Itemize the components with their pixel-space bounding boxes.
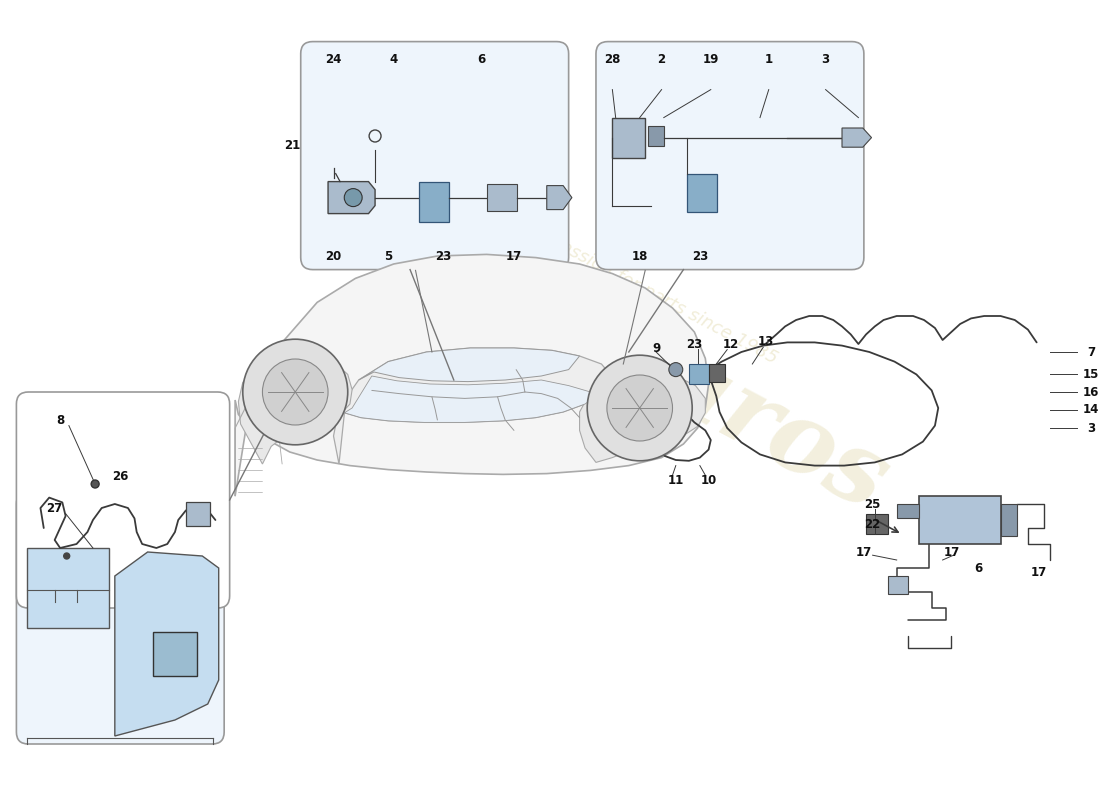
Text: 10: 10 [701, 474, 717, 486]
Text: 8: 8 [56, 414, 64, 426]
Polygon shape [344, 376, 596, 422]
Circle shape [91, 480, 99, 488]
Text: 16: 16 [1084, 386, 1100, 398]
Text: euros: euros [583, 300, 904, 532]
Text: 6: 6 [975, 562, 982, 574]
Text: 20: 20 [326, 250, 342, 262]
Text: 17: 17 [943, 546, 959, 558]
Polygon shape [114, 552, 219, 736]
Text: 12: 12 [723, 338, 738, 350]
Text: 1: 1 [764, 53, 773, 66]
FancyBboxPatch shape [918, 496, 1001, 544]
Text: 13: 13 [757, 335, 773, 348]
FancyBboxPatch shape [686, 174, 717, 212]
Text: 28: 28 [604, 53, 620, 66]
Text: 23: 23 [692, 250, 708, 262]
Circle shape [587, 355, 692, 461]
Text: 17: 17 [856, 546, 872, 558]
Text: 3: 3 [822, 53, 829, 66]
FancyBboxPatch shape [708, 364, 725, 382]
FancyBboxPatch shape [689, 364, 708, 384]
Text: 19: 19 [703, 53, 719, 66]
Text: 27: 27 [46, 502, 63, 515]
FancyBboxPatch shape [1001, 504, 1018, 536]
Text: 21: 21 [284, 139, 300, 152]
Text: 11: 11 [668, 474, 684, 486]
Circle shape [344, 189, 362, 206]
Text: 7: 7 [1087, 346, 1096, 358]
FancyBboxPatch shape [596, 42, 864, 270]
Text: 17: 17 [506, 250, 522, 262]
Polygon shape [613, 118, 646, 158]
Text: 4: 4 [389, 53, 398, 66]
Text: 18: 18 [631, 250, 648, 262]
Text: 2: 2 [658, 53, 666, 66]
FancyBboxPatch shape [153, 632, 197, 676]
Polygon shape [235, 254, 708, 496]
Text: 23: 23 [686, 338, 703, 350]
FancyBboxPatch shape [16, 492, 224, 744]
Polygon shape [842, 128, 871, 147]
Circle shape [669, 362, 683, 377]
Text: 14: 14 [1084, 403, 1100, 416]
Polygon shape [547, 186, 572, 210]
Text: 6: 6 [477, 53, 485, 66]
FancyBboxPatch shape [28, 548, 109, 628]
Circle shape [263, 359, 328, 425]
Text: 24: 24 [326, 53, 342, 66]
FancyBboxPatch shape [866, 514, 888, 534]
FancyBboxPatch shape [186, 502, 210, 526]
Text: a passion for parts since 1985: a passion for parts since 1985 [532, 224, 780, 368]
FancyBboxPatch shape [896, 504, 918, 518]
Polygon shape [359, 348, 580, 382]
Polygon shape [580, 372, 705, 462]
Text: 15: 15 [1084, 368, 1100, 381]
Text: 26: 26 [112, 470, 129, 482]
Circle shape [243, 339, 348, 445]
Text: 23: 23 [434, 250, 451, 262]
Text: 3: 3 [1087, 422, 1096, 434]
Text: 22: 22 [865, 518, 881, 531]
FancyBboxPatch shape [300, 42, 569, 270]
Text: 5: 5 [384, 250, 393, 262]
FancyBboxPatch shape [888, 576, 907, 594]
FancyBboxPatch shape [419, 182, 450, 222]
Text: 9: 9 [652, 342, 660, 354]
Circle shape [607, 375, 672, 441]
Text: 25: 25 [865, 498, 881, 510]
FancyBboxPatch shape [16, 392, 230, 608]
Polygon shape [239, 354, 352, 464]
Polygon shape [486, 184, 517, 211]
Circle shape [64, 553, 69, 559]
Polygon shape [649, 126, 663, 146]
Text: 17: 17 [1031, 566, 1047, 579]
Polygon shape [333, 348, 610, 464]
Polygon shape [328, 182, 375, 214]
